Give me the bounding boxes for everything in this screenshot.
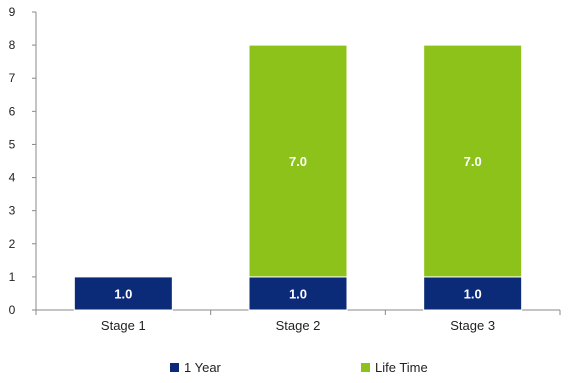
- legend-label: 1 Year: [184, 360, 222, 375]
- bars: [73, 44, 523, 311]
- legend: 1 Year Life Time: [170, 360, 428, 375]
- x-tick-label: Stage 2: [276, 318, 321, 333]
- bar-life-time: [248, 44, 348, 278]
- legend-swatch: [361, 363, 370, 372]
- y-tick-label: 0: [9, 303, 16, 317]
- data-label: 1.0: [289, 286, 307, 301]
- data-label: 1.0: [464, 286, 482, 301]
- y-tick-label: 1: [9, 270, 16, 284]
- y-tick-label: 6: [9, 104, 16, 118]
- bar-1-year: [248, 276, 348, 311]
- y-tick-label: 8: [9, 38, 16, 52]
- y-tick-label: 4: [9, 171, 16, 185]
- bar-1-year: [423, 276, 523, 311]
- y-tick-label: 3: [9, 204, 16, 218]
- bar-life-time: [423, 44, 523, 278]
- y-tick-label: 5: [9, 137, 16, 151]
- data-label: 7.0: [289, 154, 307, 169]
- axes: 0 1 2 3 4 5 6 7 8 9 Stage 1 Stage 2 Stage 3: [9, 5, 561, 333]
- y-tick-label: 2: [9, 237, 16, 251]
- data-label: 7.0: [464, 154, 482, 169]
- legend-label: Life Time: [375, 360, 428, 375]
- y-tick-label: 9: [9, 5, 16, 19]
- x-tick-label: Stage 3: [450, 318, 495, 333]
- data-label: 1.0: [114, 286, 132, 301]
- x-tick-label: Stage 1: [101, 318, 146, 333]
- data-labels: 1.0 1.0 7.0 1.0 7.0: [114, 154, 481, 301]
- y-tick-label: 7: [9, 71, 16, 85]
- bar-1-year: [73, 276, 173, 311]
- legend-swatch: [170, 363, 179, 372]
